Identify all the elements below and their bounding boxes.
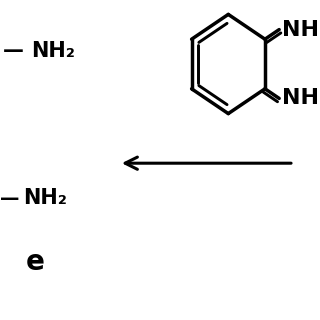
Text: NH: NH xyxy=(282,20,319,40)
Text: NH₂: NH₂ xyxy=(32,41,76,61)
Text: NH: NH xyxy=(282,88,319,108)
Text: e: e xyxy=(26,248,45,276)
Text: NH₂: NH₂ xyxy=(23,188,67,208)
Text: —: — xyxy=(3,41,23,61)
Text: —: — xyxy=(0,189,19,208)
